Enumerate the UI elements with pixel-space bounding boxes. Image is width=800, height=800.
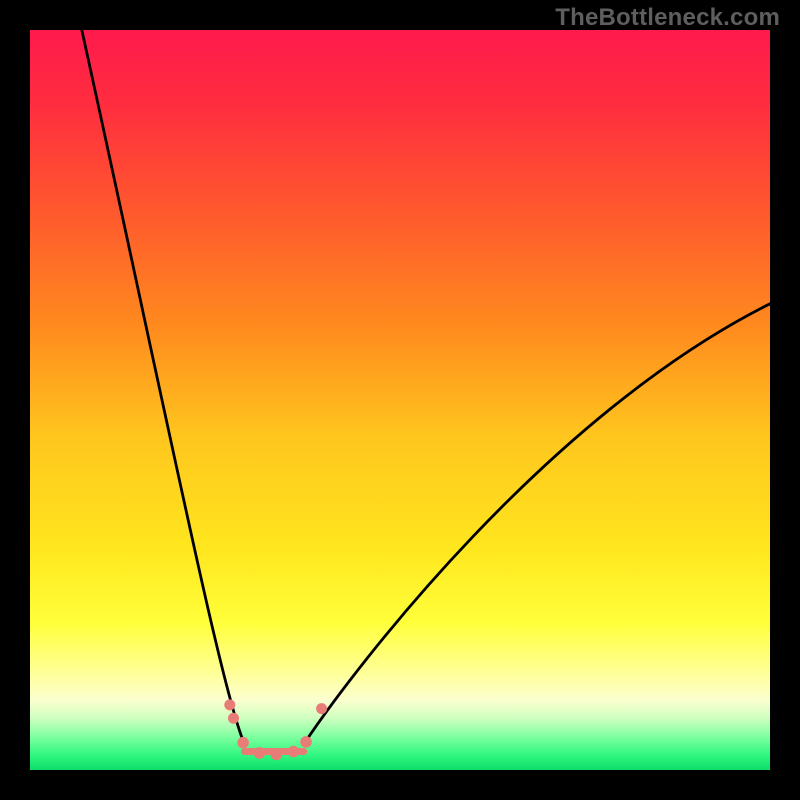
chart-plot-area	[30, 30, 770, 770]
bottom-dot-7	[316, 703, 327, 714]
bottom-dot-1	[228, 713, 239, 724]
bottom-dot-4	[271, 749, 283, 761]
bottleneck-chart	[0, 0, 800, 800]
bottom-dot-3	[254, 747, 266, 759]
watermark-text: TheBottleneck.com	[555, 4, 780, 32]
bottom-dot-5	[288, 746, 300, 758]
bottom-dot-6	[300, 736, 312, 748]
bottom-dot-2	[237, 737, 249, 749]
chart-frame: TheBottleneck.com	[0, 0, 800, 800]
bottom-dot-0	[224, 699, 235, 710]
